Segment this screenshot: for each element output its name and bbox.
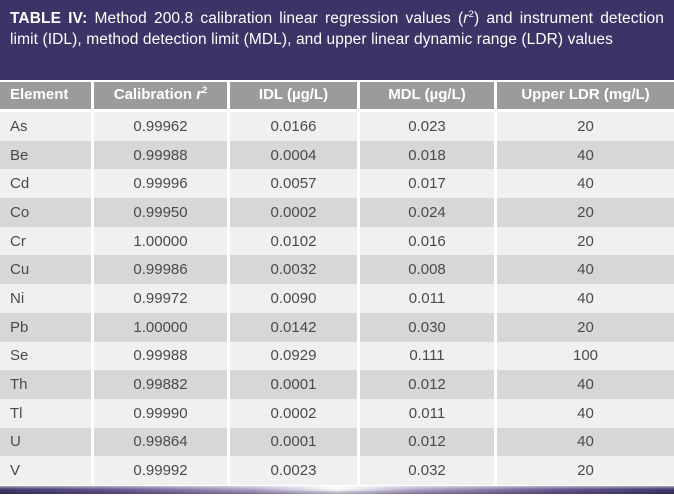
cell-element: Th — [0, 370, 94, 399]
cell-ldr: 20 — [497, 312, 674, 342]
cell-element: Ni — [0, 284, 94, 313]
table-row-co: Co 0.99950 0.0002 0.024 20 — [0, 198, 674, 227]
cell-idl: 0.0166 — [230, 112, 360, 141]
caption-label: TABLE IV: — [10, 10, 88, 27]
cell-ldr: 40 — [497, 255, 674, 285]
cell-idl: 0.0032 — [230, 255, 360, 285]
cell-r2: 0.99864 — [94, 427, 230, 457]
cell-ldr: 20 — [497, 198, 674, 227]
cell-idl: 0.0001 — [230, 370, 360, 399]
caption-r-exponent: 2 — [468, 8, 474, 20]
cell-idl: 0.0102 — [230, 226, 360, 256]
cell-ldr: 40 — [497, 370, 674, 399]
table-row-u: U 0.99864 0.0001 0.012 40 — [0, 427, 674, 457]
cell-ldr: 40 — [497, 398, 674, 428]
cell-idl: 0.0142 — [230, 312, 360, 342]
cell-r2: 0.99962 — [94, 112, 230, 141]
cell-idl: 0.0004 — [230, 140, 360, 170]
cell-element: U — [0, 427, 94, 457]
cell-element: Cr — [0, 226, 94, 256]
cell-mdl: 0.032 — [360, 456, 497, 485]
col-header-idl: IDL (µg/L) — [230, 82, 360, 112]
table-row-ni: Ni 0.99972 0.0090 0.011 40 — [0, 284, 674, 313]
table-row-se: Se 0.99988 0.0929 0.111 100 — [0, 341, 674, 371]
table-row-cd: Cd 0.99996 0.0057 0.017 40 — [0, 169, 674, 199]
cell-mdl: 0.011 — [360, 398, 497, 428]
cell-ldr: 100 — [497, 341, 674, 371]
cell-mdl: 0.008 — [360, 255, 497, 285]
cell-ldr: 20 — [497, 226, 674, 256]
cell-element: Se — [0, 341, 94, 371]
cell-r2: 1.00000 — [94, 226, 230, 256]
cell-element: Be — [0, 140, 94, 170]
cell-ldr: 40 — [497, 169, 674, 199]
table-row-cu: Cu 0.99986 0.0032 0.008 40 — [0, 255, 674, 285]
col-header-upper-ldr: Upper LDR (mg/L) — [497, 82, 674, 112]
data-table: Element Calibration r2 IDL (µg/L) MDL (µ… — [0, 82, 674, 485]
cell-r2: 0.99986 — [94, 255, 230, 285]
cell-ldr: 20 — [497, 456, 674, 485]
cell-mdl: 0.111 — [360, 341, 497, 371]
header-row: Element Calibration r2 IDL (µg/L) MDL (µ… — [0, 82, 674, 112]
cell-r2: 0.99882 — [94, 370, 230, 399]
cell-ldr: 40 — [497, 427, 674, 457]
table-row-th: Th 0.99882 0.0001 0.012 40 — [0, 370, 674, 399]
cell-ldr: 40 — [497, 284, 674, 313]
cell-r2: 0.99990 — [94, 398, 230, 428]
calibration-label: Calibration — [113, 85, 197, 103]
cell-idl: 0.0929 — [230, 341, 360, 371]
cell-element: Pb — [0, 312, 94, 342]
cell-idl: 0.0023 — [230, 456, 360, 485]
cell-ldr: 40 — [497, 140, 674, 170]
caption-r-symbol: r — [463, 10, 469, 27]
col-header-mdl: MDL (µg/L) — [360, 82, 497, 112]
cell-element: Co — [0, 198, 94, 227]
table-row-be: Be 0.99988 0.0004 0.018 40 — [0, 140, 674, 170]
cell-r2: 0.99996 — [94, 169, 230, 199]
table-row-pb: Pb 1.00000 0.0142 0.030 20 — [0, 312, 674, 342]
table-row-tl: Tl 0.99990 0.0002 0.011 40 — [0, 398, 674, 428]
table-caption: TABLE IV: Method 200.8 calibration linea… — [0, 0, 674, 80]
cell-mdl: 0.012 — [360, 370, 497, 399]
cell-mdl: 0.016 — [360, 226, 497, 256]
cell-r2: 0.99992 — [94, 456, 230, 485]
cell-mdl: 0.017 — [360, 169, 497, 199]
cell-element: Cd — [0, 169, 94, 199]
calibration-r-symbol: r — [196, 85, 203, 103]
cell-ldr: 20 — [497, 112, 674, 141]
cell-r2: 1.00000 — [94, 312, 230, 342]
cell-mdl: 0.024 — [360, 198, 497, 227]
table-row-as: As 0.99962 0.0166 0.023 20 — [0, 112, 674, 141]
col-header-calibration-r2: Calibration r2 — [94, 82, 230, 112]
calibration-r-exponent: 2 — [202, 84, 208, 95]
col-header-element: Element — [0, 82, 94, 112]
cell-mdl: 0.030 — [360, 312, 497, 342]
cell-idl: 0.0002 — [230, 398, 360, 428]
cell-idl: 0.0002 — [230, 198, 360, 227]
cell-mdl: 0.011 — [360, 284, 497, 313]
table-row-v: V 0.99992 0.0023 0.032 20 — [0, 456, 674, 485]
cell-mdl: 0.012 — [360, 427, 497, 457]
cell-r2: 0.99950 — [94, 198, 230, 227]
caption-text-before-r2: Method 200.8 calibration linear regressi… — [87, 10, 464, 27]
cell-element: Cu — [0, 255, 94, 285]
cell-mdl: 0.023 — [360, 112, 497, 141]
cell-idl: 0.0057 — [230, 169, 360, 199]
cell-element: As — [0, 112, 94, 141]
cell-r2: 0.99988 — [94, 341, 230, 371]
cell-idl: 0.0090 — [230, 284, 360, 313]
accent-bar — [0, 485, 674, 494]
cell-mdl: 0.018 — [360, 140, 497, 170]
table-row-cr: Cr 1.00000 0.0102 0.016 20 — [0, 226, 674, 256]
cell-r2: 0.99972 — [94, 284, 230, 313]
cell-element: V — [0, 456, 94, 485]
caption-text-after-r2: ) and instru­ment detection limit (IDL),… — [10, 10, 664, 48]
cell-element: Tl — [0, 398, 94, 428]
cell-r2: 0.99988 — [94, 140, 230, 170]
cell-idl: 0.0001 — [230, 427, 360, 457]
